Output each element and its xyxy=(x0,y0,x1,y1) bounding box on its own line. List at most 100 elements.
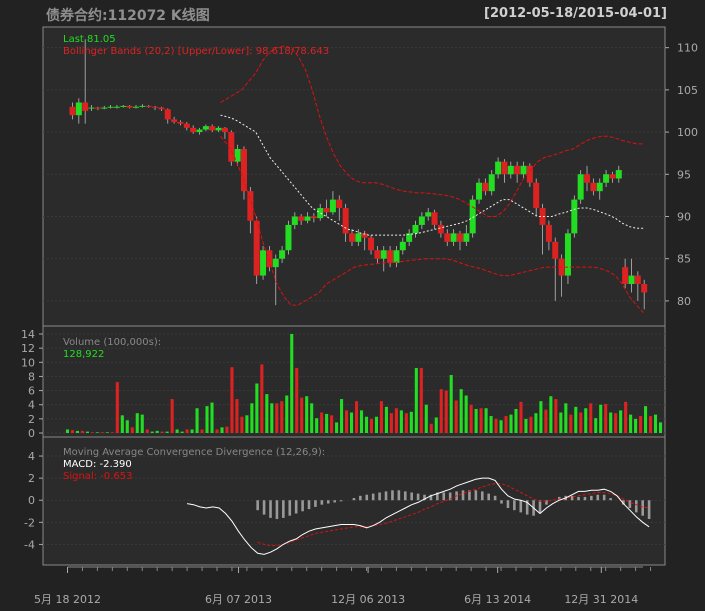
volume-bar xyxy=(409,411,413,433)
macd-hist-bar xyxy=(628,500,632,508)
volume-bar xyxy=(544,409,548,433)
volume-bar xyxy=(394,408,398,433)
volume-bar xyxy=(519,401,523,433)
price-tick-label: 85 xyxy=(677,253,691,266)
x-tick-label: 12月 06 2013 xyxy=(331,593,405,606)
volume-bar xyxy=(170,399,174,433)
volume-bar xyxy=(140,414,144,433)
candle-body xyxy=(221,127,228,133)
macd-hist-bar xyxy=(371,493,375,501)
macd-hist-bar xyxy=(294,500,298,514)
candle-body xyxy=(476,182,483,200)
candle-body xyxy=(234,148,241,162)
volume-bar xyxy=(245,415,249,433)
volume-bar xyxy=(70,430,75,433)
volume-bar xyxy=(215,429,219,433)
macd-hist-bar xyxy=(403,491,407,501)
volume-bar xyxy=(105,432,109,433)
macd-hist-bar xyxy=(583,496,587,501)
candle-body xyxy=(215,127,222,131)
volume-tick-label: 14 xyxy=(21,328,35,341)
macd-hist-bar xyxy=(301,500,304,512)
macd-hist-bar xyxy=(320,500,324,505)
x-tick-label: 6月 13 2014 xyxy=(464,593,531,606)
bb-lower-line xyxy=(220,135,644,314)
candle-body xyxy=(247,191,254,221)
macd-hist-bar xyxy=(493,495,497,501)
macd-hist-bar xyxy=(307,500,311,510)
candle-body xyxy=(88,107,95,109)
candle-body xyxy=(641,284,648,293)
macd-line xyxy=(187,477,650,555)
volume-bar xyxy=(354,401,359,433)
bb-mid-line xyxy=(220,114,644,236)
macd-hist-bar xyxy=(609,498,612,501)
candle-body xyxy=(495,161,502,175)
volume-bar xyxy=(559,412,563,433)
volume-bar xyxy=(449,375,453,433)
candle-body xyxy=(69,106,76,116)
macd-hist-bar xyxy=(256,500,259,511)
volume-bar xyxy=(414,367,418,433)
signal-value-label: Signal: -0.653 xyxy=(63,471,133,482)
volume-bar xyxy=(614,413,618,433)
candle-body xyxy=(628,275,635,285)
volume-bar xyxy=(270,403,274,433)
price-legend-last: Last 81.05 xyxy=(63,34,116,45)
candle-body xyxy=(437,224,444,234)
candle-body xyxy=(577,174,584,200)
price-tick-label: 110 xyxy=(677,42,698,55)
volume-bar xyxy=(295,367,299,433)
volume-bar xyxy=(95,432,99,433)
volume-bar xyxy=(439,389,443,433)
volume-bar xyxy=(539,401,543,433)
candle-body xyxy=(329,199,336,213)
candle-body xyxy=(406,233,413,242)
macd-hist-bar xyxy=(596,494,600,501)
x-tick-label: 5月 18 2012 xyxy=(34,593,101,606)
candle-body xyxy=(361,233,368,238)
volume-bar xyxy=(285,395,289,433)
volume-bar xyxy=(255,383,259,433)
volume-bar xyxy=(120,415,124,433)
volume-bar xyxy=(634,418,638,433)
candle-body xyxy=(336,199,343,209)
volume-bar xyxy=(569,414,573,433)
volume-bar xyxy=(145,429,149,433)
price-tick-label: 90 xyxy=(677,210,691,223)
candle-body xyxy=(571,199,578,234)
volume-tick-label: 12 xyxy=(21,342,35,355)
volume-bar xyxy=(384,406,388,433)
macd-hist-bar xyxy=(410,492,413,501)
volume-bar xyxy=(504,416,508,433)
chart-title: 债券合约:112072 K线图 xyxy=(46,8,210,24)
volume-bar xyxy=(290,334,294,433)
candle-body xyxy=(520,165,527,175)
volume-bar xyxy=(130,427,134,433)
candle-body xyxy=(615,170,622,179)
candle-body xyxy=(196,129,203,133)
volume-label: Volume (100,000s): xyxy=(63,337,161,348)
volume-bar xyxy=(644,406,648,433)
candle-body xyxy=(164,109,171,120)
macd-tick-label: 0 xyxy=(28,494,35,507)
volume-bar xyxy=(240,416,244,433)
candle-body xyxy=(368,237,375,251)
volume-bar xyxy=(75,430,80,433)
volume-bar xyxy=(444,390,448,433)
candle-body xyxy=(444,233,451,242)
macd-hist-bar xyxy=(487,493,490,501)
macd-hist-bar xyxy=(429,494,433,501)
candle-body xyxy=(202,126,209,130)
candle-body xyxy=(132,106,139,108)
bb-upper-line xyxy=(220,45,644,217)
macd-tick-label: 2 xyxy=(28,472,35,485)
volume-bar xyxy=(484,408,488,433)
volume-bar xyxy=(315,418,319,433)
volume-bar xyxy=(574,406,578,433)
candle-body xyxy=(279,250,286,259)
candle-body xyxy=(272,258,279,268)
volume-bar xyxy=(389,413,393,433)
candle-body xyxy=(539,208,546,225)
